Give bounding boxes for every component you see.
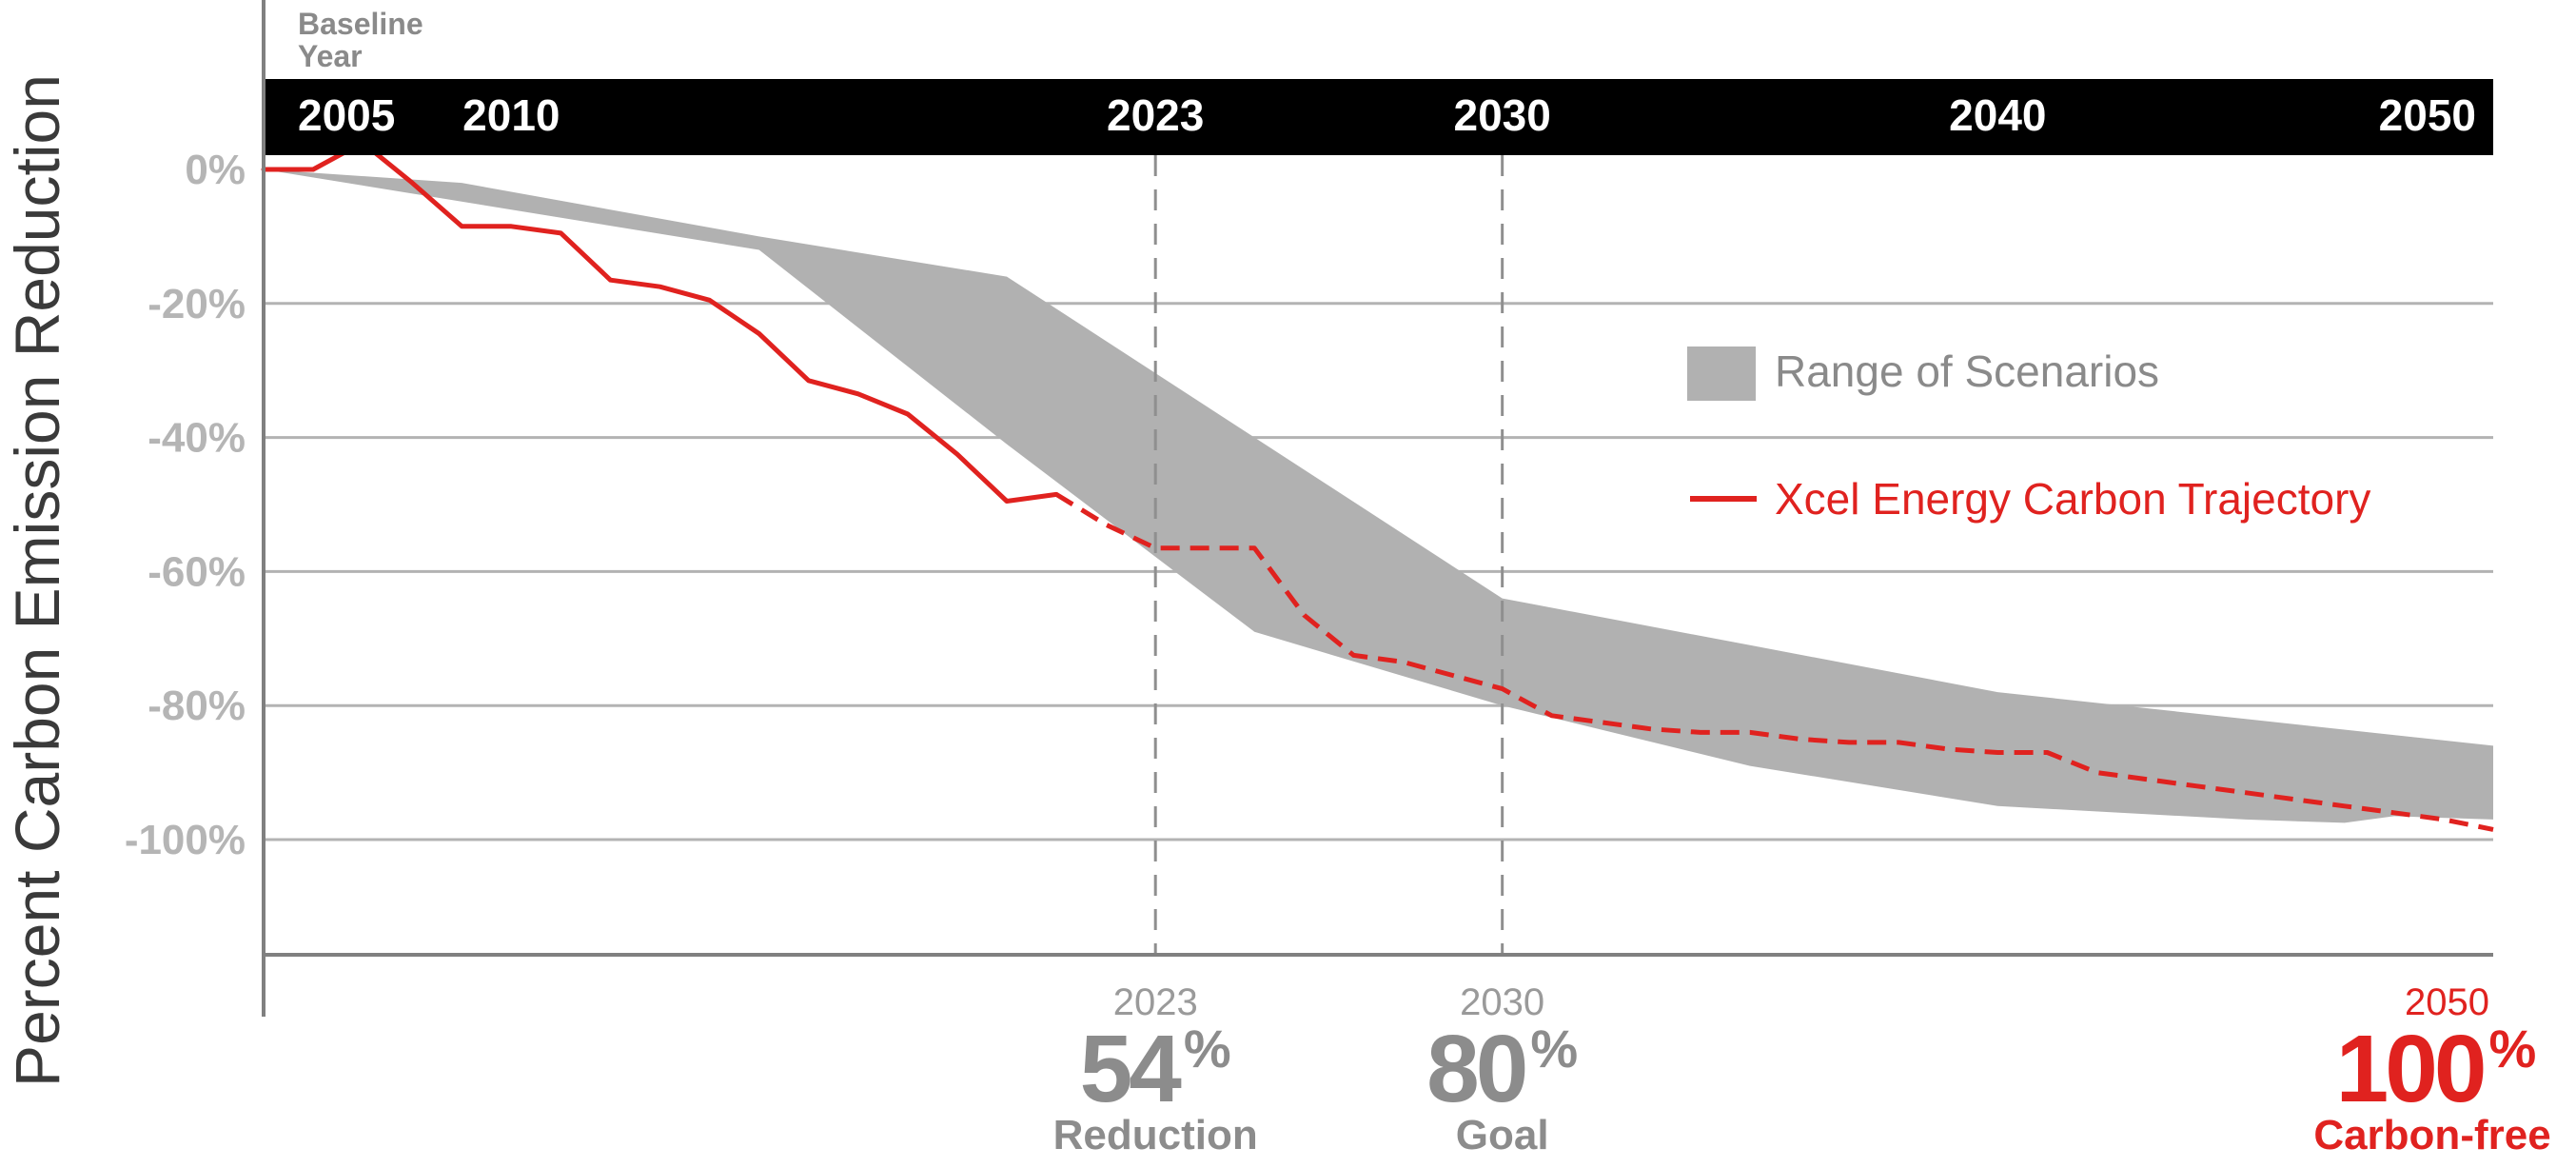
legend-range-label: Range of Scenarios	[1775, 346, 2159, 396]
x-tick-2010: 2010	[462, 90, 560, 140]
x-tick-2040: 2040	[1949, 90, 2046, 140]
y-tick-neg60: -60%	[147, 548, 246, 595]
annotation-percent-sign-2023: %	[1184, 1019, 1230, 1079]
y-tick-neg80: -80%	[147, 683, 246, 729]
x-tick-2030: 2030	[1453, 90, 1550, 140]
x-tick-2005: 2005	[298, 90, 395, 140]
y-tick-neg40: -40%	[147, 415, 246, 462]
baseline-label-line2: Year	[298, 39, 363, 73]
annotation-number-2023: 54	[1080, 1016, 1183, 1122]
year-band	[264, 79, 2493, 155]
annotation-label-2030: Goal	[1456, 1112, 1549, 1158]
baseline-label-line1: Baseline	[298, 7, 423, 41]
y-tick-0: 0%	[185, 147, 246, 193]
annotation-value-2023: 54%	[1080, 1016, 1230, 1122]
annotation-label-2023: Reduction	[1053, 1112, 1258, 1158]
annotation-year-2023: 2023	[1113, 981, 1198, 1023]
annotation-value-2030: 80%	[1426, 1016, 1577, 1122]
annotation-number-2050: 100	[2336, 1016, 2484, 1122]
y-tick-neg100: -100%	[125, 817, 246, 863]
scenario-range-area	[264, 169, 2493, 823]
trajectory-planned-line	[1054, 492, 2494, 832]
x-tick-2023: 2023	[1107, 90, 1204, 140]
annotation-year-2030: 2030	[1460, 981, 1544, 1023]
annotation-value-2050: 100%	[2336, 1016, 2536, 1122]
x-tick-2050: 2050	[2379, 90, 2476, 140]
annotation-percent-sign-2050: %	[2489, 1019, 2536, 1079]
annotation-year-2050: 2050	[2405, 981, 2489, 1023]
trajectory-actual-line	[261, 140, 1059, 504]
annotation-number-2030: 80	[1426, 1016, 1525, 1122]
annotation-label-2050: Carbon-free	[2313, 1112, 2550, 1158]
annotation-percent-sign-2030: %	[1530, 1019, 1577, 1079]
y-axis-title: Percent Carbon Emission Reduction	[2, 74, 72, 1087]
legend-range-swatch	[1687, 346, 1756, 401]
legend-trajectory-label: Xcel Energy Carbon Trajectory	[1775, 474, 2370, 524]
y-tick-neg20: -20%	[147, 281, 246, 327]
